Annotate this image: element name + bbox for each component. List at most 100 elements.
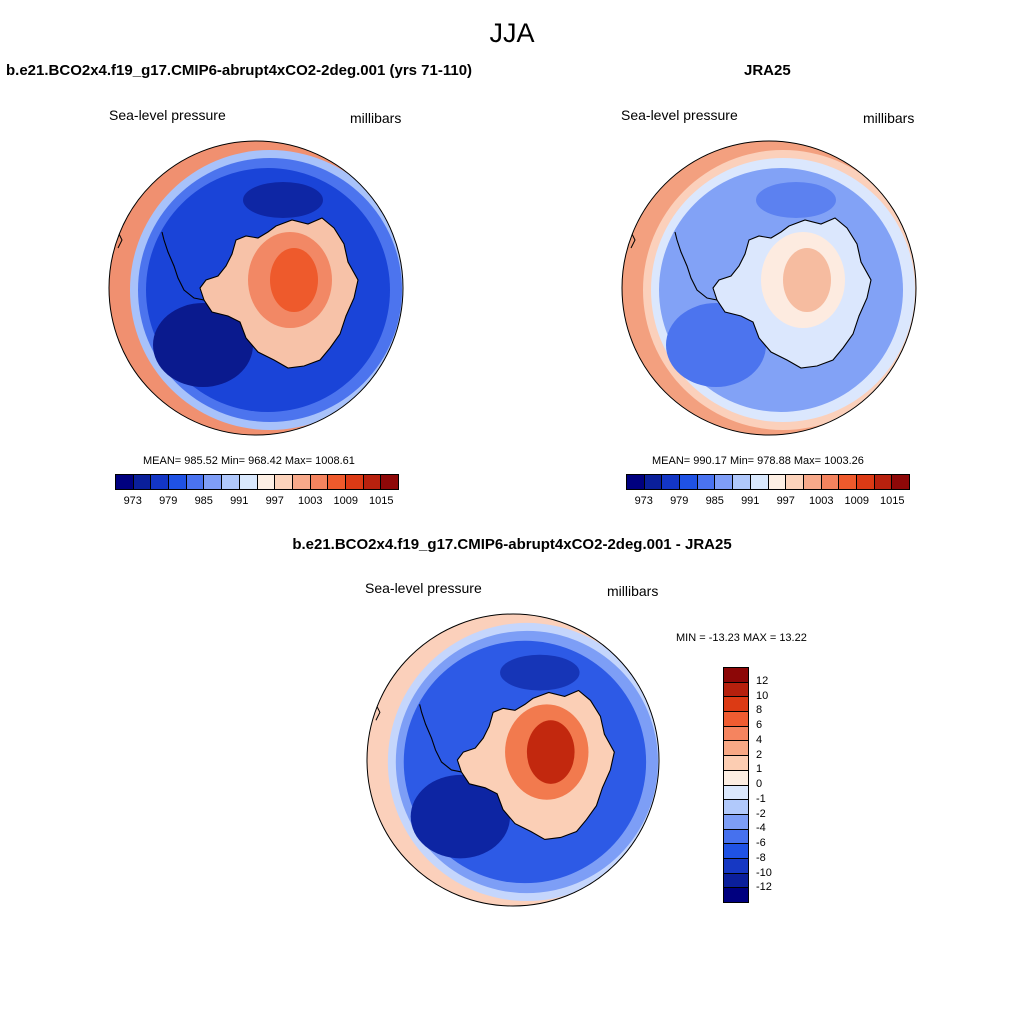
colorbar-tick-label: -1 [756, 792, 766, 805]
colorbar-tick-label: 991 [230, 495, 249, 507]
colorbar-cell [291, 475, 310, 489]
diff-colorbar [723, 667, 749, 903]
map-low-pressure-center [243, 182, 323, 218]
colorbar-cell [724, 814, 748, 830]
model-panel-title: b.e21.BCO2x4.f19_g17.CMIP6-abrupt4xCO2-2… [6, 62, 473, 79]
colorbar-cell [891, 475, 909, 489]
colorbar-cell [150, 475, 169, 489]
obs-polar-map [621, 140, 917, 436]
colorbar-cell [724, 668, 748, 683]
colorbar-cell [132, 475, 151, 489]
colorbar-tick-label: 8 [756, 704, 763, 717]
obs-colorbar [626, 474, 910, 490]
colorbar-cell [714, 475, 733, 489]
colorbar-cell [679, 475, 697, 489]
colorbar-tick-label: 979 [670, 495, 689, 507]
colorbar-cell [627, 475, 644, 489]
map-coastline-peninsula [419, 704, 462, 773]
colorbar-cell [661, 475, 680, 489]
map-field [622, 141, 916, 435]
colorbar-cell [724, 873, 748, 889]
colorbar-cell [116, 475, 133, 489]
model-stats: MEAN= 985.52 Min= 968.42 Max= 1008.61 [143, 455, 355, 467]
map-coastline [712, 217, 872, 369]
obs-stats: MEAN= 990.17 Min= 978.88 Max= 1003.26 [652, 455, 864, 467]
colorbar-cell [696, 475, 715, 489]
colorbar-cell [362, 475, 381, 489]
colorbar-cell [327, 475, 345, 489]
colorbar-cell [724, 741, 748, 757]
map-high-pressure-core [783, 248, 831, 312]
model-colorbar [115, 474, 399, 490]
colorbar-cell [855, 475, 874, 489]
map-low-pressure-center [410, 774, 511, 859]
colorbar-tick-label: 1 [756, 763, 763, 776]
colorbar-tick-label: 1015 [880, 495, 905, 507]
colorbar-cell [168, 475, 186, 489]
colorbar-tick-label: 6 [756, 719, 763, 731]
colorbar-cell [724, 770, 748, 786]
colorbar-tick-label: -2 [756, 807, 766, 820]
map-border [621, 140, 917, 436]
colorbar-cell [873, 475, 892, 489]
colorbar-tick-label: -4 [756, 822, 766, 835]
colorbar-tick-label: 997 [265, 495, 284, 507]
colorbar-cell [732, 475, 750, 489]
obs-panel-title: JRA25 [744, 62, 791, 79]
colorbar-tick-label: 985 [194, 495, 213, 507]
map-border [366, 613, 660, 907]
colorbar-tick-label: 985 [705, 495, 724, 507]
map-high-pressure-core [270, 248, 318, 312]
colorbar-cell [380, 475, 398, 489]
colorbar-cell [274, 475, 292, 489]
map-low-pressure-center [666, 303, 766, 387]
colorbar-cell [724, 858, 748, 874]
diff-panel-title: b.e21.BCO2x4.f19_g17.CMIP6-abrupt4xCO2-2… [292, 536, 732, 553]
colorbar-cell [724, 697, 748, 713]
diff-variable-label: Sea-level pressure [365, 580, 482, 596]
map-low-pressure-center [153, 303, 253, 387]
colorbar-cell [838, 475, 856, 489]
diff-polar-map [366, 613, 660, 907]
colorbar-tick-label: -12 [756, 881, 772, 894]
colorbar-tick-label: -6 [756, 837, 766, 849]
map-high-pressure-core [526, 720, 575, 784]
colorbar-cell [185, 475, 204, 489]
colorbar-tick-label: -10 [756, 866, 772, 879]
colorbar-cell [767, 475, 786, 489]
map-coastline [456, 689, 615, 841]
map-field [366, 613, 660, 907]
colorbar-tick-label: 1003 [809, 495, 834, 507]
colorbar-tick-label: 2 [756, 748, 763, 761]
colorbar-cell [802, 475, 821, 489]
colorbar-cell [221, 475, 239, 489]
colorbar-cell [749, 475, 768, 489]
colorbar-tick-label: 979 [159, 495, 178, 507]
colorbar-cell [309, 475, 328, 489]
diff-units-label: millibars [607, 583, 659, 599]
colorbar-tick-label: 0 [756, 778, 763, 790]
map-coastline-peninsula [674, 231, 718, 301]
map-low-pressure-center [500, 654, 580, 691]
colorbar-tick-label: 1009 [844, 495, 869, 507]
colorbar-tick-label: 991 [741, 495, 760, 507]
colorbar-cell [344, 475, 363, 489]
colorbar-cell [238, 475, 257, 489]
diff-stats: MIN = -13.23 MAX = 13.22 [676, 632, 807, 644]
colorbar-tick-label: 1003 [298, 495, 323, 507]
colorbar-tick-label: 12 [756, 674, 769, 687]
model-polar-map [108, 140, 404, 436]
colorbar-cell [724, 785, 748, 801]
colorbar-tick-label: 4 [756, 733, 763, 746]
colorbar-cell [820, 475, 839, 489]
map-low-pressure-center [756, 182, 836, 218]
colorbar-cell [724, 712, 748, 727]
page-title: JJA [489, 18, 535, 48]
colorbar-cell [256, 475, 275, 489]
colorbar-cell [724, 682, 748, 698]
colorbar-tick-label: 973 [123, 495, 142, 507]
colorbar-tick-label: 1015 [369, 495, 394, 507]
colorbar-cell [724, 800, 748, 815]
colorbar-tick-label: 10 [756, 689, 769, 702]
map-coastline-peninsula [161, 231, 205, 301]
